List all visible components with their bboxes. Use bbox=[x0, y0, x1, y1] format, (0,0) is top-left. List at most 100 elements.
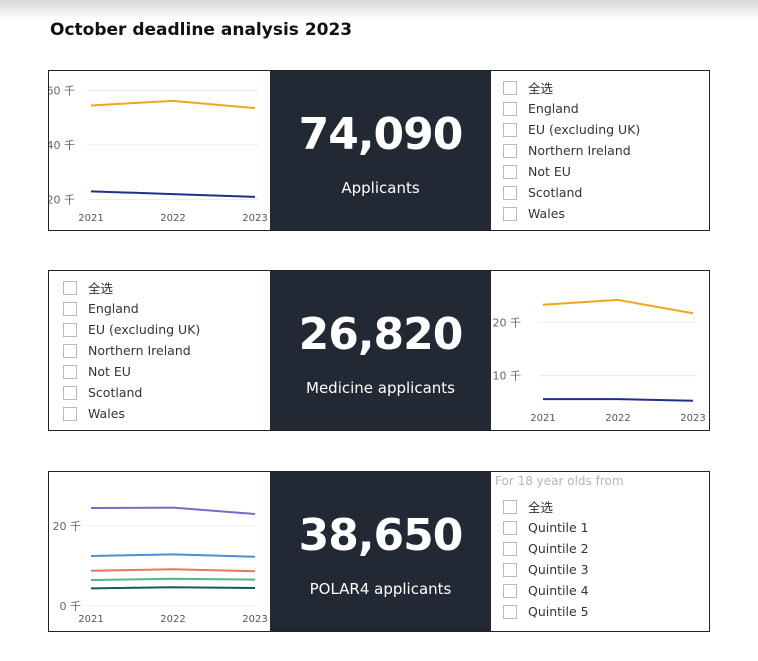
medicine-line-chart: 10 千 20 千 2021 2022 2023 bbox=[493, 298, 706, 424]
quintile-slicer-list: 全选 Quintile 1 Quintile 2 Quintile 3 Quintile… bbox=[503, 496, 589, 622]
slicer-item[interactable]: Scotland bbox=[63, 382, 200, 403]
slicer-item-label: Scotland bbox=[88, 385, 143, 400]
medicine-value: 26,820 bbox=[298, 309, 464, 360]
checkbox[interactable] bbox=[63, 322, 77, 337]
polar4-chart-panel: 0 千 20 千 2021 2022 2023 bbox=[49, 472, 270, 631]
slicer-item-label: 全选 bbox=[528, 500, 554, 515]
polar4-card: 38,650 POLAR4 applicants bbox=[270, 472, 491, 631]
slicer-item[interactable]: Quintile 2 bbox=[503, 538, 589, 559]
page-title: October deadline analysis 2023 bbox=[50, 20, 353, 40]
checkbox[interactable] bbox=[63, 280, 77, 295]
checkbox[interactable] bbox=[63, 364, 77, 379]
x-tick-label: 2022 bbox=[160, 614, 185, 625]
slicer-item-label: Northern Ireland bbox=[528, 143, 631, 158]
slicer-item-label: Quintile 3 bbox=[528, 562, 589, 577]
domicile-slicer: 全选 England EU (excluding UK) Northern Irela… bbox=[491, 71, 709, 230]
slicer-item[interactable]: Northern Ireland bbox=[503, 140, 640, 161]
medicine-slicer-list: 全选 England EU (excluding UK) Northern Irela… bbox=[63, 277, 200, 424]
slicer-item[interactable]: England bbox=[63, 298, 200, 319]
domicile-slicer-list: 全选 England EU (excluding UK) Northern Irela… bbox=[503, 77, 640, 224]
slicer-item-label: England bbox=[88, 301, 139, 316]
x-tick-label: 2023 bbox=[242, 614, 267, 625]
medicine-chart-panel: 10 千 20 千 2021 2022 2023 bbox=[491, 271, 709, 430]
checkbox[interactable] bbox=[503, 583, 517, 598]
series-line bbox=[90, 190, 256, 198]
slicer-item[interactable]: England bbox=[503, 98, 640, 119]
row-medicine: 全选 England EU (excluding UK) Northern Irela… bbox=[48, 270, 710, 431]
checkbox[interactable] bbox=[503, 541, 517, 556]
slicer-item[interactable]: Scotland bbox=[503, 182, 640, 203]
slicer-item[interactable]: EU (excluding UK) bbox=[63, 319, 200, 340]
checkbox[interactable] bbox=[503, 80, 517, 95]
x-tick-label: 2023 bbox=[680, 413, 705, 424]
slicer-item-label: Northern Ireland bbox=[88, 343, 191, 358]
slicer-item-label: EU (excluding UK) bbox=[528, 122, 641, 137]
x-tick-label: 2021 bbox=[78, 614, 103, 625]
quintile-slicer-header: For 18 year olds from bbox=[495, 474, 624, 488]
series-line bbox=[542, 298, 694, 315]
x-tick-label: 2023 bbox=[242, 213, 267, 224]
slicer-item-label: EU (excluding UK) bbox=[88, 322, 201, 337]
slicer-item-label: Wales bbox=[528, 206, 565, 221]
slicer-item-select-all[interactable]: 全选 bbox=[503, 77, 640, 98]
slicer-item-select-all[interactable]: 全选 bbox=[503, 496, 589, 517]
x-tick-label: 2022 bbox=[605, 413, 630, 424]
slicer-item[interactable]: Wales bbox=[63, 403, 200, 424]
checkbox[interactable] bbox=[503, 520, 517, 535]
checkbox[interactable] bbox=[503, 101, 517, 116]
checkbox[interactable] bbox=[63, 343, 77, 358]
slicer-item[interactable]: Quintile 1 bbox=[503, 517, 589, 538]
slicer-item-label: Quintile 4 bbox=[528, 583, 589, 598]
medicine-card: 26,820 Medicine applicants bbox=[270, 271, 491, 430]
checkbox[interactable] bbox=[503, 122, 517, 137]
y-tick-label: 20 千 bbox=[493, 316, 522, 329]
slicer-item-label: England bbox=[528, 101, 579, 116]
medicine-slicer: 全选 England EU (excluding UK) Northern Irela… bbox=[49, 271, 270, 430]
slicer-item-select-all[interactable]: 全选 bbox=[63, 277, 200, 298]
y-tick-label: 20 千 bbox=[49, 194, 75, 207]
checkbox[interactable] bbox=[63, 385, 77, 400]
slicer-item[interactable]: EU (excluding UK) bbox=[503, 119, 640, 140]
applicants-chart-panel: 20 千 40 千 60 千 2021 2022 2023 bbox=[47, 71, 270, 230]
quintile-slicer: For 18 year olds from 全选 Quintile 1 Quinti… bbox=[491, 472, 709, 631]
applicants-line-chart: 20 千 40 千 60 千 2021 2022 2023 bbox=[47, 84, 268, 224]
slicer-item-label: Wales bbox=[88, 406, 125, 421]
checkbox[interactable] bbox=[63, 301, 77, 316]
slicer-item[interactable]: Not EU bbox=[63, 361, 200, 382]
y-tick-label: 60 千 bbox=[49, 84, 75, 97]
polar4-label: POLAR4 applicants bbox=[309, 580, 452, 598]
checkbox[interactable] bbox=[503, 164, 517, 179]
slicer-item[interactable]: Wales bbox=[503, 203, 640, 224]
slicer-item-label: Not EU bbox=[88, 364, 131, 379]
slicer-item[interactable]: Quintile 3 bbox=[503, 559, 589, 580]
x-tick-label: 2021 bbox=[78, 213, 103, 224]
series-line bbox=[90, 586, 256, 590]
checkbox[interactable] bbox=[503, 206, 517, 221]
series-line bbox=[90, 99, 256, 110]
checkbox[interactable] bbox=[503, 562, 517, 577]
slicer-item[interactable]: Northern Ireland bbox=[63, 340, 200, 361]
series-line bbox=[543, 398, 694, 402]
polar4-line-chart: 0 千 20 千 2021 2022 2023 bbox=[53, 506, 268, 625]
applicants-card: 74,090 Applicants bbox=[270, 71, 491, 230]
series-line bbox=[90, 553, 256, 558]
series-line bbox=[90, 577, 256, 581]
y-tick-label: 0 千 bbox=[60, 600, 82, 613]
checkbox[interactable] bbox=[503, 185, 517, 200]
checkbox[interactable] bbox=[503, 604, 517, 619]
x-tick-label: 2022 bbox=[160, 213, 185, 224]
slicer-item-label: Quintile 1 bbox=[528, 520, 589, 535]
medicine-label: Medicine applicants bbox=[306, 379, 455, 397]
checkbox[interactable] bbox=[63, 406, 77, 421]
y-tick-label: 10 千 bbox=[493, 370, 522, 383]
y-tick-label: 40 千 bbox=[49, 139, 75, 152]
checkbox[interactable] bbox=[503, 143, 517, 158]
slicer-item[interactable]: Not EU bbox=[503, 161, 640, 182]
slicer-item[interactable]: Quintile 5 bbox=[503, 601, 589, 622]
y-tick-label: 20 千 bbox=[53, 520, 82, 533]
slicer-item-label: 全选 bbox=[528, 81, 554, 96]
checkbox[interactable] bbox=[503, 499, 517, 514]
slicer-item-label: Not EU bbox=[528, 164, 571, 179]
slicer-item[interactable]: Quintile 4 bbox=[503, 580, 589, 601]
slicer-item-label: Quintile 5 bbox=[528, 604, 589, 619]
